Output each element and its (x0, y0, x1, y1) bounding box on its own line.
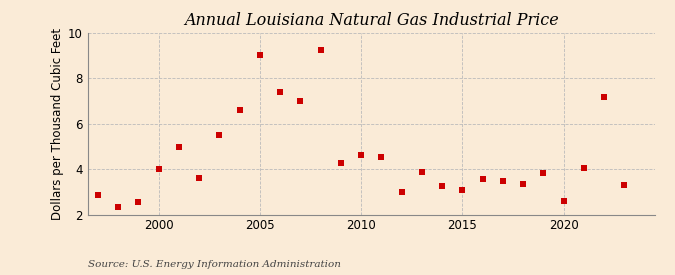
Point (538, 170, 549, 175)
Point (518, 182, 529, 186)
Point (396, 190, 407, 195)
Point (599, 95, 610, 99)
Point (214, 133, 225, 137)
Point (619, 183, 630, 187)
Point (578, 166, 589, 170)
Point (416, 170, 427, 174)
Point (173, 145, 184, 149)
Point (234, 108, 245, 112)
Point (315, 47, 326, 52)
Point (457, 187, 468, 192)
Point (558, 199, 569, 204)
Point (133, 200, 144, 204)
Point (437, 183, 448, 188)
Y-axis label: Dollars per Thousand Cubic Feet: Dollars per Thousand Cubic Feet (51, 28, 64, 220)
Point (376, 155, 387, 159)
Text: Source: U.S. Energy Information Administration: Source: U.S. Energy Information Administ… (88, 260, 341, 269)
Point (254, 53, 265, 57)
Point (153, 167, 164, 171)
Point (497, 179, 508, 183)
Title: Annual Louisiana Natural Gas Industrial Price: Annual Louisiana Natural Gas Industrial … (184, 12, 559, 29)
Point (92, 192, 103, 197)
Point (356, 153, 367, 157)
Point (275, 90, 286, 94)
Point (113, 205, 124, 210)
Point (335, 161, 346, 166)
Point (194, 175, 205, 180)
Point (295, 99, 306, 103)
Point (477, 177, 488, 182)
